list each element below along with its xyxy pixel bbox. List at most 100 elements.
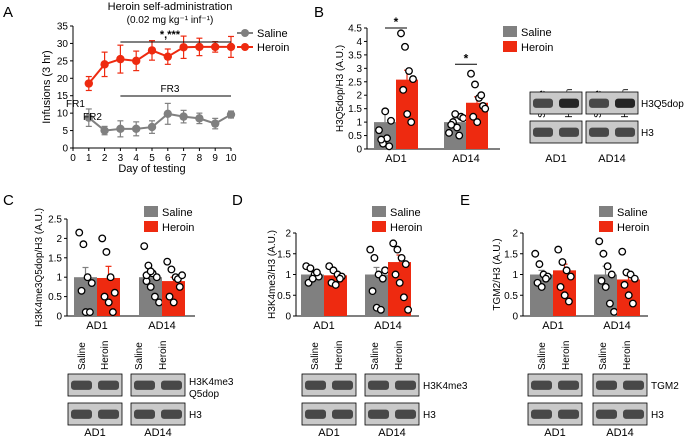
blot-band — [531, 380, 552, 390]
fr2-label: FR2 — [83, 112, 102, 123]
x-tick-label: 8 — [197, 153, 203, 164]
data-point-heroin — [84, 79, 94, 88]
data-point — [308, 274, 317, 283]
y-axis-label: Infusions (3 hr) — [41, 50, 53, 123]
blot-band — [533, 98, 553, 108]
data-point — [556, 283, 565, 291]
legend-swatch-heroin — [372, 221, 386, 232]
blot-band — [98, 409, 119, 419]
data-point — [564, 297, 573, 306]
data-point-saline — [132, 124, 141, 134]
y-axis-label: H3K4me3/H3 (A.U.) — [267, 230, 278, 319]
data-point — [403, 110, 412, 118]
y-tick-label: 2 — [356, 91, 362, 102]
data-point-heroin — [132, 56, 141, 66]
data-point — [155, 298, 164, 307]
data-point — [451, 110, 460, 118]
lane-label: Heroin — [622, 341, 633, 370]
data-point — [79, 240, 88, 249]
legend-label: Saline — [162, 207, 193, 219]
blot-membrane — [67, 402, 123, 426]
data-point — [459, 114, 468, 123]
legend-swatch-saline — [144, 206, 158, 217]
y-tick-label: 2 — [285, 229, 291, 240]
band-label: H3Q5dop — [641, 99, 684, 110]
data-point — [150, 292, 159, 301]
blot-group-label: AD14 — [144, 427, 172, 439]
panel-letter: C — [3, 192, 14, 209]
blot-band — [161, 409, 182, 419]
data-point — [597, 276, 606, 285]
data-point-heroin — [163, 52, 172, 61]
y-tick-label: 10 — [57, 109, 69, 120]
blot-b: SalineHeroinSalineHeroinAD1AD14H3Q5dopH3 — [529, 89, 684, 165]
data-point — [562, 266, 571, 275]
fr1-label: FR1 — [66, 99, 85, 110]
data-point — [624, 291, 633, 300]
y-axis-label: H3K4me3Q5dop/H3 (A.U.) — [34, 208, 45, 327]
x-tick-label: 4 — [133, 153, 139, 164]
band-label: H3 — [189, 410, 202, 421]
data-point — [391, 270, 400, 279]
blot-band — [596, 409, 617, 419]
blot-band — [623, 380, 644, 390]
category-label: AD14 — [603, 320, 631, 332]
panel-d-chart: 0 0.5 1 1.5 2 H3K4me3/H3 (A.U.) AD1 AD14 — [267, 229, 419, 332]
legend-swatch-saline — [372, 206, 386, 217]
fr3-label: FR3 — [161, 84, 180, 95]
legend-label: Heroin — [257, 42, 289, 54]
x-tick-label: 3 — [118, 153, 124, 164]
blot-membrane — [130, 373, 186, 397]
data-point — [399, 85, 408, 94]
y-tick-label: 4 — [356, 37, 362, 48]
data-point — [378, 274, 387, 283]
data-point — [140, 242, 149, 251]
data-point — [531, 249, 540, 258]
x-tick-label: 5 — [149, 153, 155, 164]
chart-title: Heroin self-administration — [108, 1, 233, 13]
legend-label: Heroin — [617, 222, 649, 234]
blot-membrane — [301, 373, 357, 397]
data-point — [405, 67, 413, 75]
blot-membrane — [527, 373, 583, 397]
lane-label: Heroin — [100, 341, 111, 370]
blot-membrane — [585, 91, 639, 115]
legend-label: Saline — [617, 207, 648, 219]
lane-label: Heroin — [158, 341, 169, 370]
category-label: AD14 — [452, 153, 480, 165]
blot-membrane — [585, 120, 639, 144]
data-point-saline — [147, 122, 157, 132]
blot-band — [332, 380, 353, 390]
blot-membrane — [301, 402, 357, 426]
panel-e-chart: 0 0.5 1 1.5 2 TGM2/H3 (A.U.) AD1 AD14 — [492, 229, 648, 332]
data-point-saline — [116, 124, 125, 134]
y-tick-label: 4.5 — [348, 24, 362, 35]
blot-band — [134, 409, 155, 419]
data-point — [397, 253, 406, 262]
data-point-saline — [195, 114, 204, 123]
data-point — [306, 264, 315, 273]
data-point — [399, 293, 408, 302]
bar-saline — [139, 277, 162, 316]
data-point — [445, 128, 453, 137]
legend-label: Saline — [257, 28, 288, 40]
y-tick-label: 30 — [57, 39, 69, 50]
data-point — [163, 257, 172, 266]
data-point — [381, 107, 390, 116]
blot-band — [395, 409, 416, 419]
data-point — [605, 299, 614, 308]
x-tick-label: 6 — [165, 153, 171, 164]
legend-label: Saline — [390, 207, 421, 219]
blot-band — [533, 127, 553, 137]
blot-band — [71, 380, 92, 390]
bar-saline — [365, 274, 388, 316]
blot-band — [395, 380, 416, 390]
y-tick-label: 0 — [56, 312, 62, 323]
data-point — [376, 305, 385, 314]
data-point-heroin — [116, 54, 125, 64]
blot-band — [332, 409, 353, 419]
lane-label: Saline — [598, 342, 609, 370]
data-point — [366, 245, 375, 254]
x-tick-label: 0 — [70, 153, 76, 164]
